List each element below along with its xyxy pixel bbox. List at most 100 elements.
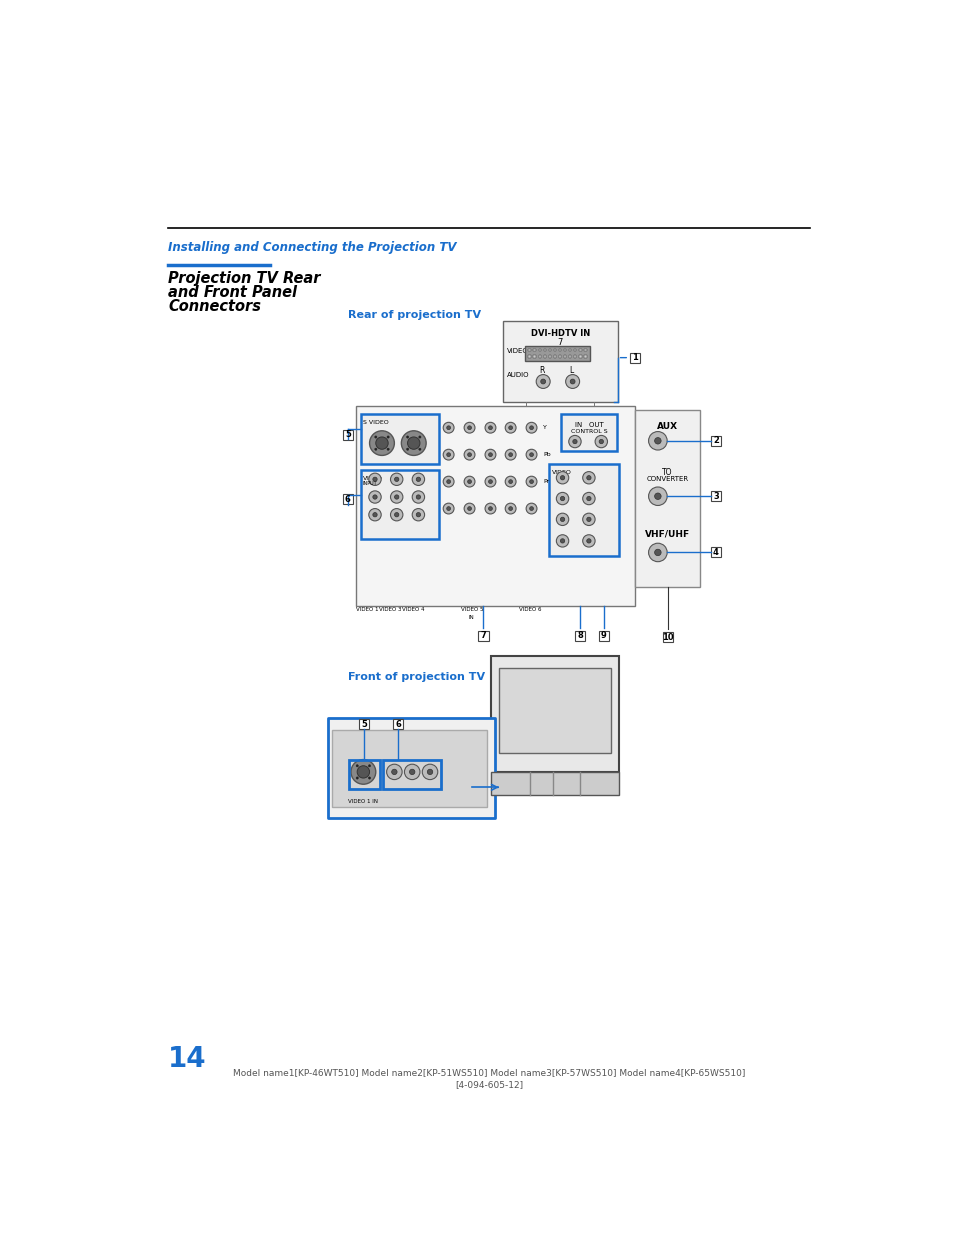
Bar bbox=[332, 730, 487, 806]
Bar bbox=[524, 346, 590, 362]
Text: Connectors: Connectors bbox=[168, 299, 261, 314]
Circle shape bbox=[416, 477, 420, 482]
Circle shape bbox=[446, 453, 450, 457]
Text: DVI-HDTV IN: DVI-HDTV IN bbox=[530, 330, 589, 338]
Text: Projection TV Rear: Projection TV Rear bbox=[168, 272, 320, 287]
Bar bbox=[575, 631, 585, 641]
Circle shape bbox=[401, 431, 426, 456]
Circle shape bbox=[443, 503, 454, 514]
Text: 9: 9 bbox=[600, 631, 606, 640]
Bar bbox=[360, 471, 438, 540]
Circle shape bbox=[654, 493, 660, 499]
Bar bbox=[583, 356, 586, 358]
Text: VIDEO: VIDEO bbox=[551, 471, 571, 475]
Circle shape bbox=[529, 426, 533, 430]
Bar bbox=[558, 356, 560, 358]
Text: and Front Panel: and Front Panel bbox=[168, 285, 296, 300]
Text: 6: 6 bbox=[395, 720, 401, 729]
Circle shape bbox=[488, 426, 492, 430]
Circle shape bbox=[586, 517, 591, 521]
Circle shape bbox=[484, 450, 496, 461]
Circle shape bbox=[572, 440, 577, 443]
Bar bbox=[710, 436, 720, 446]
Circle shape bbox=[586, 475, 591, 480]
Circle shape bbox=[418, 436, 420, 438]
Bar bbox=[568, 350, 571, 352]
Circle shape bbox=[508, 506, 512, 510]
Text: Rear of projection TV: Rear of projection TV bbox=[348, 310, 480, 320]
Bar bbox=[553, 356, 556, 358]
Circle shape bbox=[373, 477, 376, 482]
Bar bbox=[563, 356, 566, 358]
Circle shape bbox=[375, 437, 388, 450]
Bar bbox=[710, 492, 720, 501]
Circle shape bbox=[422, 764, 437, 779]
Circle shape bbox=[582, 514, 595, 526]
Text: INPUT: INPUT bbox=[362, 480, 376, 485]
Circle shape bbox=[559, 475, 564, 480]
Circle shape bbox=[540, 379, 545, 384]
Circle shape bbox=[529, 453, 533, 457]
Text: VIDEO 1: VIDEO 1 bbox=[355, 608, 378, 613]
Circle shape bbox=[443, 477, 454, 487]
Bar bbox=[348, 760, 379, 789]
Bar bbox=[533, 356, 536, 358]
Circle shape bbox=[556, 493, 568, 505]
Circle shape bbox=[559, 496, 564, 500]
Circle shape bbox=[373, 513, 376, 517]
Circle shape bbox=[446, 426, 450, 430]
Circle shape bbox=[508, 426, 512, 430]
Text: 7: 7 bbox=[557, 337, 562, 347]
Circle shape bbox=[467, 479, 471, 483]
Circle shape bbox=[464, 450, 475, 461]
Text: R: R bbox=[538, 366, 544, 375]
Circle shape bbox=[395, 477, 398, 482]
Text: TO: TO bbox=[661, 468, 672, 477]
Circle shape bbox=[351, 760, 375, 784]
Circle shape bbox=[390, 473, 402, 485]
Circle shape bbox=[446, 506, 450, 510]
Text: 7: 7 bbox=[480, 631, 486, 640]
Circle shape bbox=[356, 766, 369, 778]
Circle shape bbox=[484, 477, 496, 487]
Circle shape bbox=[387, 436, 389, 438]
Circle shape bbox=[559, 538, 564, 543]
Text: 5: 5 bbox=[345, 430, 351, 440]
Bar bbox=[543, 356, 546, 358]
Text: 6: 6 bbox=[345, 495, 351, 504]
Text: VIDEO 5: VIDEO 5 bbox=[460, 608, 482, 613]
Text: 10: 10 bbox=[661, 632, 673, 642]
Bar bbox=[543, 350, 546, 352]
Bar bbox=[578, 356, 581, 358]
Circle shape bbox=[387, 448, 389, 451]
Circle shape bbox=[586, 538, 591, 543]
Circle shape bbox=[508, 453, 512, 457]
Circle shape bbox=[467, 453, 471, 457]
Bar bbox=[328, 718, 495, 818]
Circle shape bbox=[418, 448, 420, 451]
Text: 3: 3 bbox=[713, 492, 719, 500]
Circle shape bbox=[395, 495, 398, 499]
Circle shape bbox=[355, 777, 358, 779]
Bar bbox=[342, 430, 353, 440]
Bar bbox=[528, 350, 531, 352]
Circle shape bbox=[648, 431, 666, 450]
Text: VIDEO 3: VIDEO 3 bbox=[379, 608, 401, 613]
Circle shape bbox=[505, 450, 516, 461]
Bar bbox=[558, 350, 560, 352]
Circle shape bbox=[648, 487, 666, 505]
Circle shape bbox=[559, 517, 564, 521]
Text: Model name1[KP-46WT510] Model name2[KP-51WS510] Model name3[KP-57WS510] Model na: Model name1[KP-46WT510] Model name2[KP-5… bbox=[233, 1068, 744, 1077]
Bar bbox=[578, 350, 581, 352]
Text: CONVERTER: CONVERTER bbox=[646, 477, 688, 482]
Bar bbox=[358, 719, 369, 729]
Text: 1: 1 bbox=[631, 353, 637, 362]
Bar bbox=[491, 772, 618, 795]
Circle shape bbox=[386, 764, 402, 779]
Circle shape bbox=[565, 374, 579, 389]
Circle shape bbox=[375, 436, 376, 438]
Circle shape bbox=[464, 503, 475, 514]
Circle shape bbox=[586, 496, 591, 500]
Circle shape bbox=[595, 436, 607, 448]
Circle shape bbox=[488, 479, 492, 483]
